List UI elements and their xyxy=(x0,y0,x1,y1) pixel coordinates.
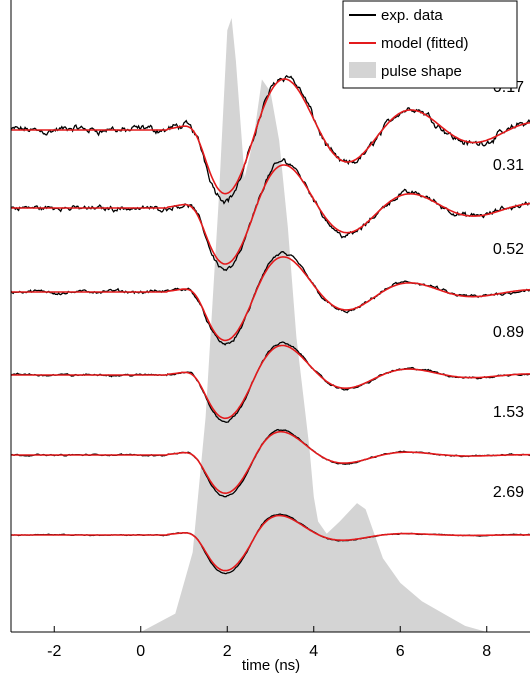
x-axis-label: time (ns) xyxy=(242,657,300,674)
legend-swatch-pulse-shape xyxy=(349,62,376,78)
trace-amplitude-label: 2.69 xyxy=(493,484,524,501)
pulse-shape-area xyxy=(11,18,530,632)
trace-amplitude-label: 0.31 xyxy=(493,157,524,174)
x-tick-label: 0 xyxy=(136,643,145,660)
legend-label-pulse-shape: pulse shape xyxy=(381,63,462,80)
exp-data-trace-0 xyxy=(11,74,530,205)
x-tick-label: -2 xyxy=(47,643,61,660)
model-trace-2 xyxy=(11,256,530,342)
model-trace-1 xyxy=(11,164,530,265)
x-tick-label: 8 xyxy=(482,643,491,660)
x-tick-label: 6 xyxy=(396,643,405,660)
legend: exp. data model (fitted) pulse shape xyxy=(342,0,518,89)
trace-amplitude-label: 1.53 xyxy=(493,404,524,421)
exp-data-trace-2 xyxy=(11,251,530,346)
exp-data-trace-1 xyxy=(11,158,530,272)
legend-label-model: model (fitted) xyxy=(381,35,469,52)
model-trace-0 xyxy=(11,78,530,195)
model-trace-5 xyxy=(11,514,530,572)
model-trace-3 xyxy=(11,344,530,420)
x-tick-label: 2 xyxy=(223,643,232,660)
legend-label-exp-data: exp. data xyxy=(381,7,443,24)
model-trace-4 xyxy=(11,430,530,494)
trace-amplitude-label: 0.89 xyxy=(493,324,524,341)
trace-amplitude-label: 0.52 xyxy=(493,241,524,258)
x-tick-label: 4 xyxy=(309,643,318,660)
